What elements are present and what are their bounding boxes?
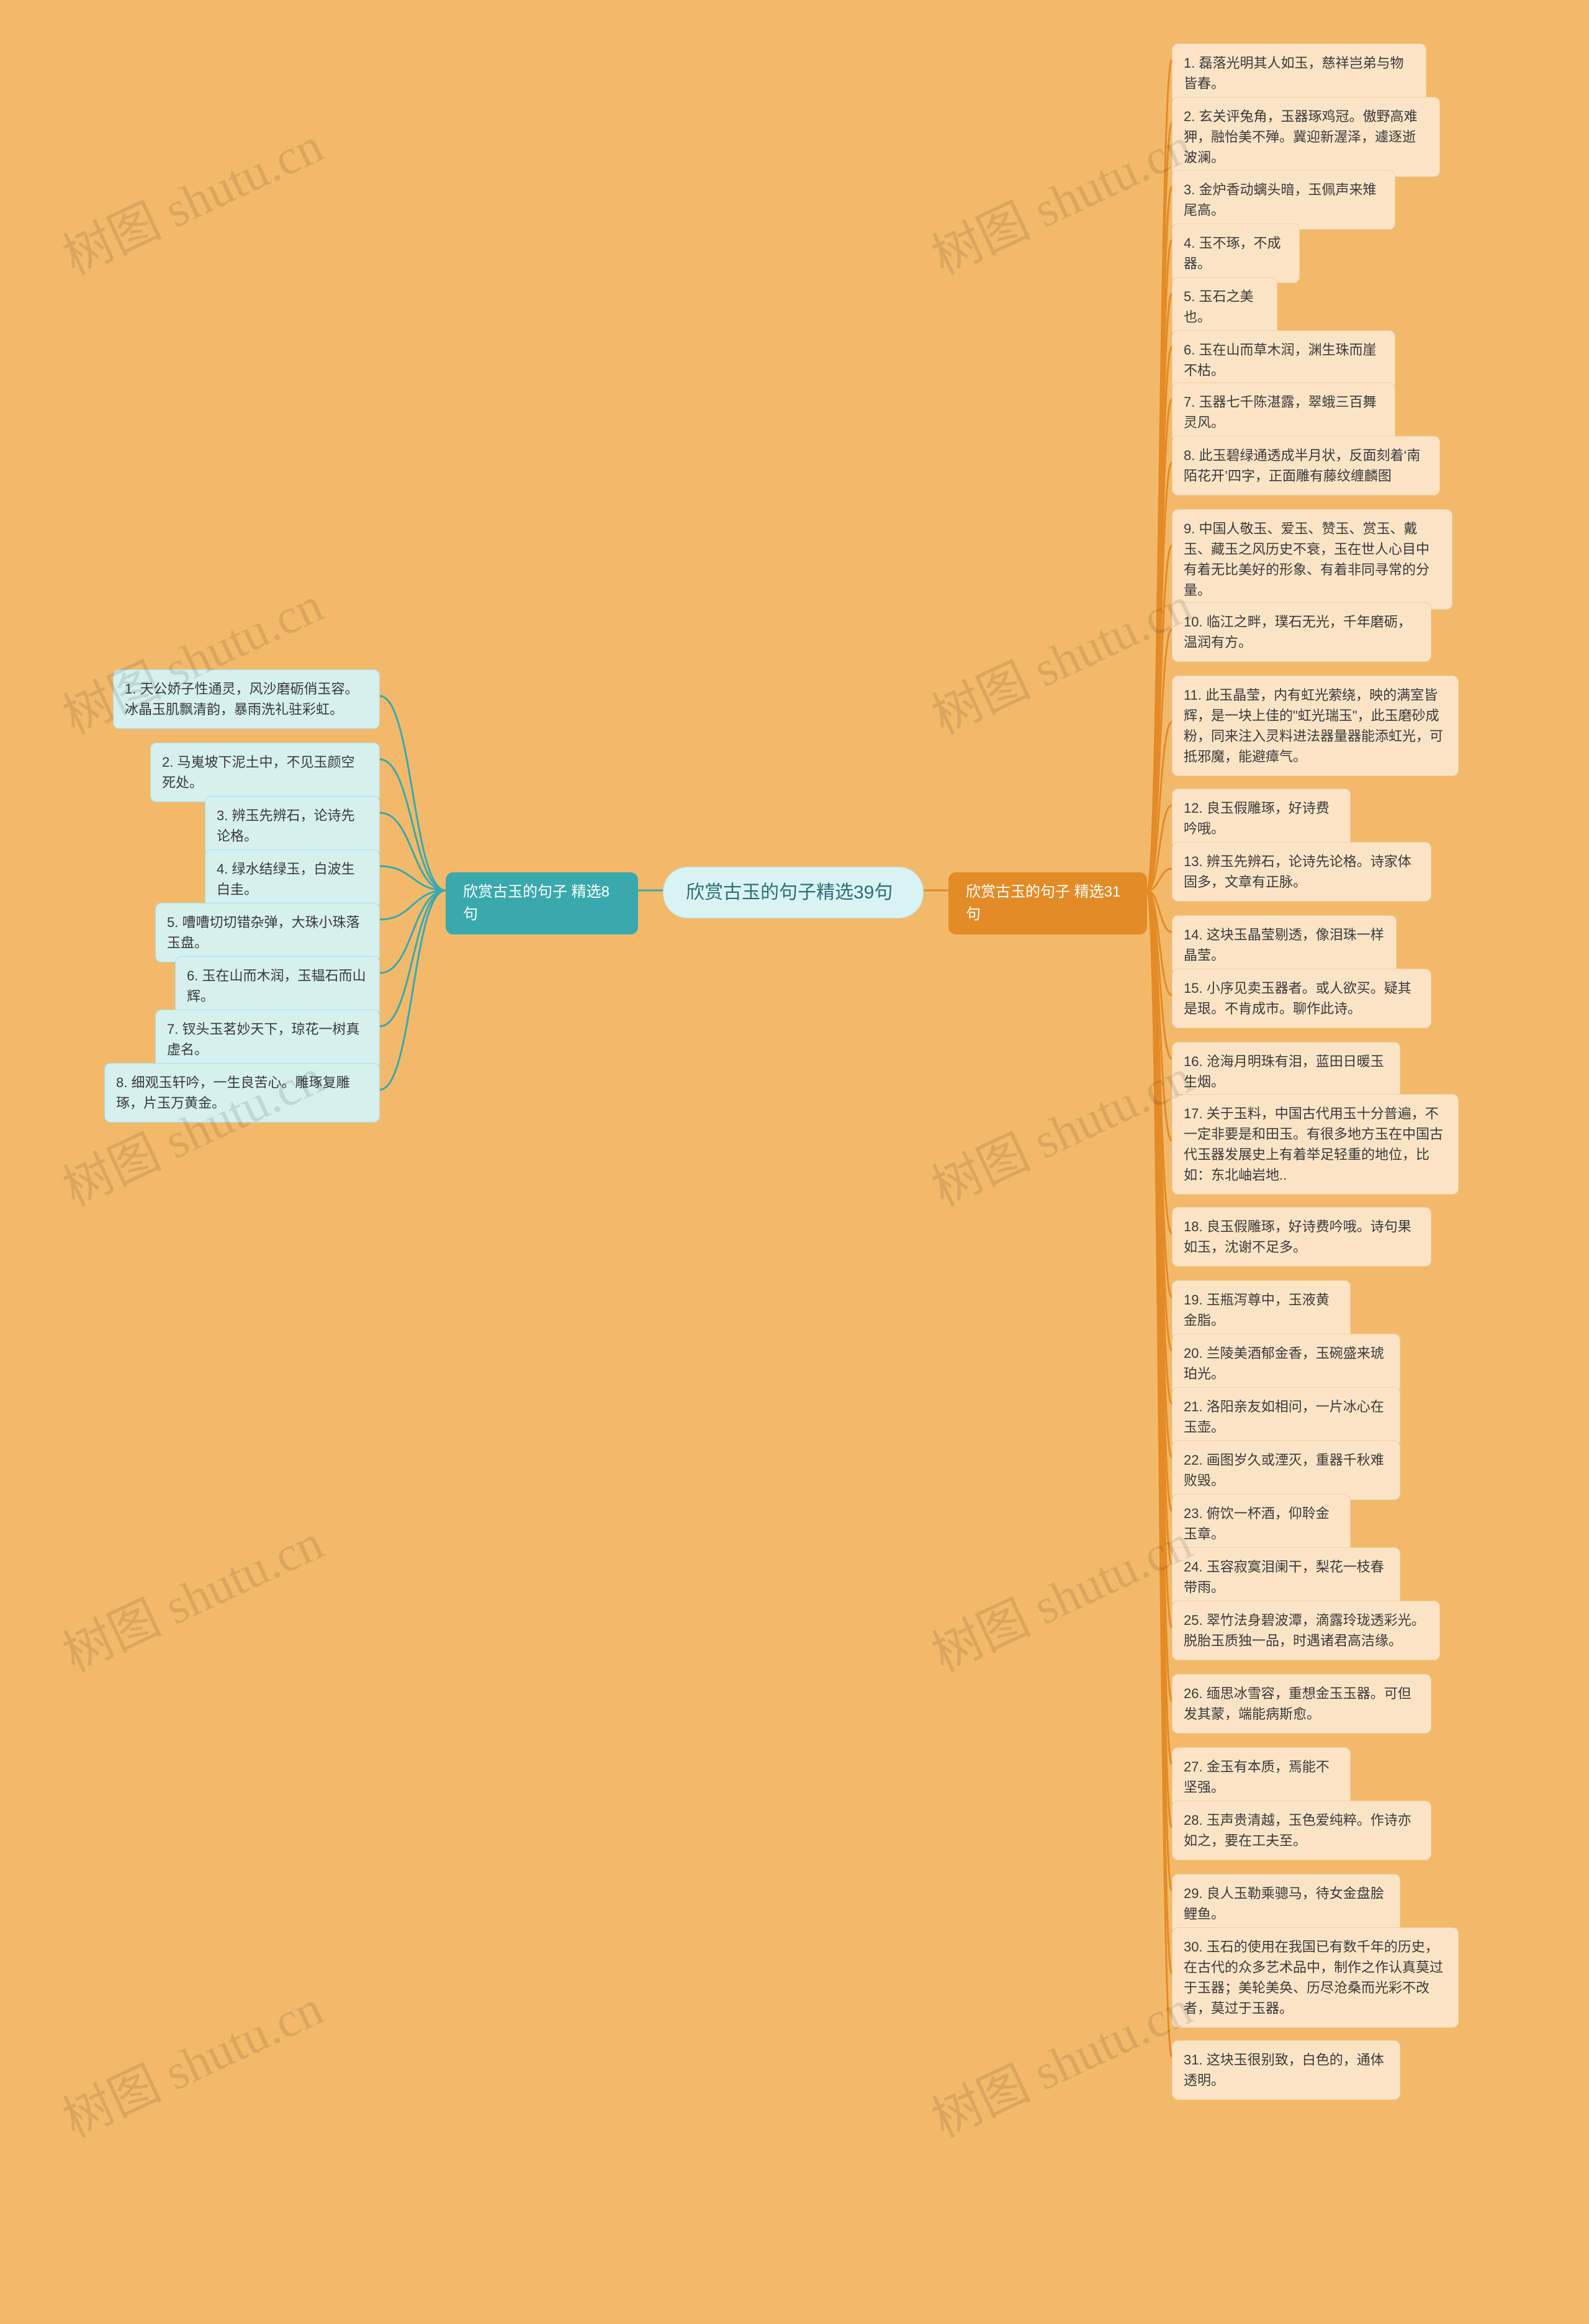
watermark: 树图 shutu.cn — [50, 106, 333, 289]
leaf-text: 16. 沧海月明珠有泪，蓝田日暖玉生烟。 — [1184, 1051, 1389, 1092]
leaf-node: 21. 洛阳亲友如相问，一片冰心在玉壶。 — [1172, 1387, 1400, 1447]
leaf-text: 6. 玉在山而木润，玉韫石而山辉。 — [187, 965, 368, 1006]
leaf-text: 13. 辨玉先辨石，论诗先论格。诗家体固多，文章有正脉。 — [1184, 851, 1420, 892]
leaf-node: 25. 翠竹法身碧波潭，滴露玲珑透彩光。脱胎玉质独一品，时遇诸君高洁缘。 — [1172, 1601, 1440, 1660]
leaf-node: 26. 缅思冰雪容，重想金玉玉器。可但发其蒙，端能病斯愈。 — [1172, 1674, 1431, 1734]
leaf-node: 1. 天公娇子性通灵，风沙磨砺俏玉容。冰晶玉肌飘清韵，暴雨洗礼驻彩虹。 — [113, 669, 380, 729]
leaf-text: 20. 兰陵美酒郁金香，玉碗盛来琥珀光。 — [1184, 1343, 1389, 1384]
branch-right: 欣赏古玉的句子 精选31句 — [948, 872, 1147, 934]
watermark: 树图 shutu.cn — [50, 1503, 333, 1686]
leaf-node: 15. 小序见卖玉器者。或人欲买。疑其是珢。不肯成市。聊作此诗。 — [1172, 969, 1431, 1028]
leaf-text: 3. 辨玉先辨石，论诗先论格。 — [217, 805, 368, 846]
branch-left: 欣赏古玉的句子 精选8句 — [446, 872, 638, 934]
leaf-node: 18. 良玉假雕琢，好诗费吟哦。诗句果如玉，沈谢不足多。 — [1172, 1207, 1431, 1267]
leaf-text: 26. 缅思冰雪容，重想金玉玉器。可但发其蒙，端能病斯愈。 — [1184, 1683, 1420, 1724]
leaf-node: 2. 马嵬坡下泥土中，不见玉颜空死处。 — [150, 743, 380, 802]
leaf-node: 27. 金玉有本质，焉能不坚强。 — [1172, 1747, 1351, 1807]
leaf-node: 16. 沧海月明珠有泪，蓝田日暖玉生烟。 — [1172, 1042, 1400, 1101]
leaf-node: 7. 钗头玉茗妙天下，琼花一树真虚名。 — [155, 1010, 380, 1069]
leaf-node: 13. 辨玉先辨石，论诗先论格。诗家体固多，文章有正脉。 — [1172, 842, 1431, 902]
leaf-text: 4. 玉不琢，不成器。 — [1184, 233, 1288, 274]
leaf-text: 2. 玄关评兔角，玉器琢鸡冠。傲野高难狎，融怡美不殚。冀迎新渥泽，遽逐逝波澜。 — [1184, 106, 1428, 168]
leaf-node: 14. 这块玉晶莹剔透，像泪珠一样晶莹。 — [1172, 915, 1397, 975]
watermark: 树图 shutu.cn — [919, 565, 1202, 748]
root-label: 欣赏古玉的句子精选39句 — [686, 879, 893, 907]
leaf-text: 6. 玉在山而草木润，渊生珠而崖不枯。 — [1184, 340, 1384, 381]
leaf-text: 24. 玉容寂寞泪阑干，梨花一枝春带雨。 — [1184, 1557, 1389, 1598]
leaf-node: 30. 玉石的使用在我国已有数千年的历史，在古代的众多艺术品中，制作之作认真莫过… — [1172, 1927, 1459, 2028]
leaf-text: 18. 良玉假雕琢，好诗费吟哦。诗句果如玉，沈谢不足多。 — [1184, 1216, 1420, 1257]
leaf-node: 29. 良人玉勒乘骢马，待女金盘脍鲤鱼。 — [1172, 1874, 1400, 1933]
leaf-node: 4. 玉不琢，不成器。 — [1172, 224, 1300, 283]
leaf-text: 28. 玉声贵清越，玉色爱纯粹。作诗亦如之，要在工夫至。 — [1184, 1810, 1420, 1851]
root-node: 欣赏古玉的句子精选39句 — [663, 867, 924, 918]
leaf-text: 7. 玉器七千陈湛露，翠蛾三百舞灵风。 — [1184, 392, 1384, 433]
leaf-text: 31. 这块玉很别致，白色的，通体透明。 — [1184, 2050, 1389, 2091]
leaf-text: 23. 俯饮一杯酒，仰聆金玉章。 — [1184, 1503, 1339, 1544]
leaf-node: 12. 良玉假雕琢，好诗费吟哦。 — [1172, 789, 1351, 848]
mindmap-canvas: 欣赏古玉的句子精选39句 欣赏古玉的句子 精选8句 欣赏古玉的句子 精选31句 … — [0, 0, 1589, 2324]
leaf-node: 22. 画图岁久或湮灭，重器千秋难败毁。 — [1172, 1440, 1400, 1500]
leaf-text: 25. 翠竹法身碧波潭，滴露玲珑透彩光。脱胎玉质独一品，时遇诸君高洁缘。 — [1184, 1610, 1428, 1651]
leaf-text: 8. 细观玉轩吟，一生良苦心。雕琢复雕琢，片玉万黄金。 — [116, 1072, 368, 1113]
leaf-text: 1. 磊落光明其人如玉，慈祥岂弟与物皆春。 — [1184, 53, 1415, 94]
watermark: 树图 shutu.cn — [919, 106, 1202, 289]
leaf-text: 5. 玉石之美也。 — [1184, 286, 1266, 327]
leaf-text: 9. 中国人敬玉、爱玉、赞玉、赏玉、戴玉、藏玉之风历史不衰，玉在世人心目中有着无… — [1184, 518, 1441, 600]
leaf-node: 7. 玉器七千陈湛露，翠蛾三百舞灵风。 — [1172, 382, 1395, 442]
leaf-text: 8. 此玉碧绿通透成半月状，反面刻着‘南陌花开’四字，正面雕有藤纹缠麟图 — [1184, 445, 1428, 486]
leaf-node: 24. 玉容寂寞泪阑干，梨花一枝春带雨。 — [1172, 1547, 1400, 1607]
leaf-text: 10. 临江之畔，璞石无光，千年磨砺，温润有方。 — [1184, 612, 1420, 653]
leaf-node: 6. 玉在山而草木润，渊生珠而崖不枯。 — [1172, 330, 1395, 390]
leaf-node: 5. 玉石之美也。 — [1172, 277, 1277, 337]
branch-left-label: 欣赏古玉的句子 精选8句 — [463, 881, 621, 926]
branch-right-label: 欣赏古玉的句子 精选31句 — [966, 881, 1130, 926]
watermark: 树图 shutu.cn — [50, 1968, 333, 2151]
watermark: 树图 shutu.cn — [919, 1968, 1202, 2151]
leaf-text: 7. 钗头玉茗妙天下，琼花一树真虚名。 — [167, 1019, 368, 1060]
leaf-node: 8. 此玉碧绿通透成半月状，反面刻着‘南陌花开’四字，正面雕有藤纹缠麟图 — [1172, 436, 1440, 495]
leaf-node: 31. 这块玉很别致，白色的，通体透明。 — [1172, 2040, 1400, 2100]
leaf-node: 6. 玉在山而木润，玉韫石而山辉。 — [175, 956, 380, 1016]
leaf-node: 2. 玄关评兔角，玉器琢鸡冠。傲野高难狎，融怡美不殚。冀迎新渥泽，遽逐逝波澜。 — [1172, 97, 1440, 177]
leaf-node: 1. 磊落光明其人如玉，慈祥岂弟与物皆春。 — [1172, 43, 1426, 103]
leaf-node: 5. 嘈嘈切切错杂弹，大珠小珠落玉盘。 — [155, 903, 380, 962]
leaf-node: 20. 兰陵美酒郁金香，玉碗盛来琥珀光。 — [1172, 1334, 1400, 1393]
leaf-text: 2. 马嵬坡下泥土中，不见玉颜空死处。 — [162, 752, 368, 793]
leaf-text: 27. 金玉有本质，焉能不坚强。 — [1184, 1757, 1339, 1797]
watermark: 树图 shutu.cn — [919, 1503, 1202, 1686]
leaf-node: 9. 中国人敬玉、爱玉、赞玉、赏玉、戴玉、藏玉之风历史不衰，玉在世人心目中有着无… — [1172, 509, 1452, 610]
leaf-node: 8. 细观玉轩吟，一生良苦心。雕琢复雕琢，片玉万黄金。 — [104, 1063, 380, 1123]
leaf-text: 17. 关于玉料，中国古代用玉十分普遍，不一定非要是和田玉。有很多地方玉在中国古… — [1184, 1103, 1447, 1185]
leaf-node: 28. 玉声贵清越，玉色爱纯粹。作诗亦如之，要在工夫至。 — [1172, 1801, 1431, 1860]
leaf-text: 22. 画图岁久或湮灭，重器千秋难败毁。 — [1184, 1450, 1389, 1491]
leaf-node: 19. 玉瓶泻尊中，玉液黄金脂。 — [1172, 1280, 1351, 1340]
leaf-node: 3. 金炉香动螭头暗，玉佩声来雉尾高。 — [1172, 170, 1395, 230]
leaf-text: 3. 金炉香动螭头暗，玉佩声来雉尾高。 — [1184, 179, 1384, 220]
leaf-text: 5. 嘈嘈切切错杂弹，大珠小珠落玉盘。 — [167, 912, 368, 953]
leaf-text: 19. 玉瓶泻尊中，玉液黄金脂。 — [1184, 1290, 1339, 1331]
leaf-text: 1. 天公娇子性通灵，风沙磨砺俏玉容。冰晶玉肌飘清韵，暴雨洗礼驻彩虹。 — [125, 679, 368, 720]
watermark: 树图 shutu.cn — [919, 1037, 1202, 1220]
leaf-text: 4. 绿水结绿玉，白波生白圭。 — [217, 859, 368, 900]
leaf-node: 17. 关于玉料，中国古代用玉十分普遍，不一定非要是和田玉。有很多地方玉在中国古… — [1172, 1094, 1459, 1195]
leaf-text: 11. 此玉晶莹，内有虹光萦绕，映的满室皆辉，是一块上佳的"虹光瑞玉"，此玉磨砂… — [1184, 685, 1447, 767]
leaf-text: 21. 洛阳亲友如相问，一片冰心在玉壶。 — [1184, 1396, 1389, 1437]
leaf-node: 23. 俯饮一杯酒，仰聆金玉章。 — [1172, 1494, 1351, 1553]
leaf-node: 10. 临江之畔，璞石无光，千年磨砺，温润有方。 — [1172, 602, 1431, 662]
leaf-text: 30. 玉石的使用在我国已有数千年的历史，在古代的众多艺术品中，制作之作认真莫过… — [1184, 1937, 1447, 2019]
leaf-node: 11. 此玉晶莹，内有虹光萦绕，映的满室皆辉，是一块上佳的"虹光瑞玉"，此玉磨砂… — [1172, 676, 1459, 776]
leaf-text: 14. 这块玉晶莹剔透，像泪珠一样晶莹。 — [1184, 925, 1385, 965]
leaf-text: 12. 良玉假雕琢，好诗费吟哦。 — [1184, 798, 1339, 839]
leaf-node: 4. 绿水结绿玉，白波生白圭。 — [205, 849, 380, 909]
leaf-text: 29. 良人玉勒乘骢马，待女金盘脍鲤鱼。 — [1184, 1883, 1389, 1924]
leaf-text: 15. 小序见卖玉器者。或人欲买。疑其是珢。不肯成市。聊作此诗。 — [1184, 978, 1420, 1019]
leaf-node: 3. 辨玉先辨石，论诗先论格。 — [205, 796, 380, 856]
